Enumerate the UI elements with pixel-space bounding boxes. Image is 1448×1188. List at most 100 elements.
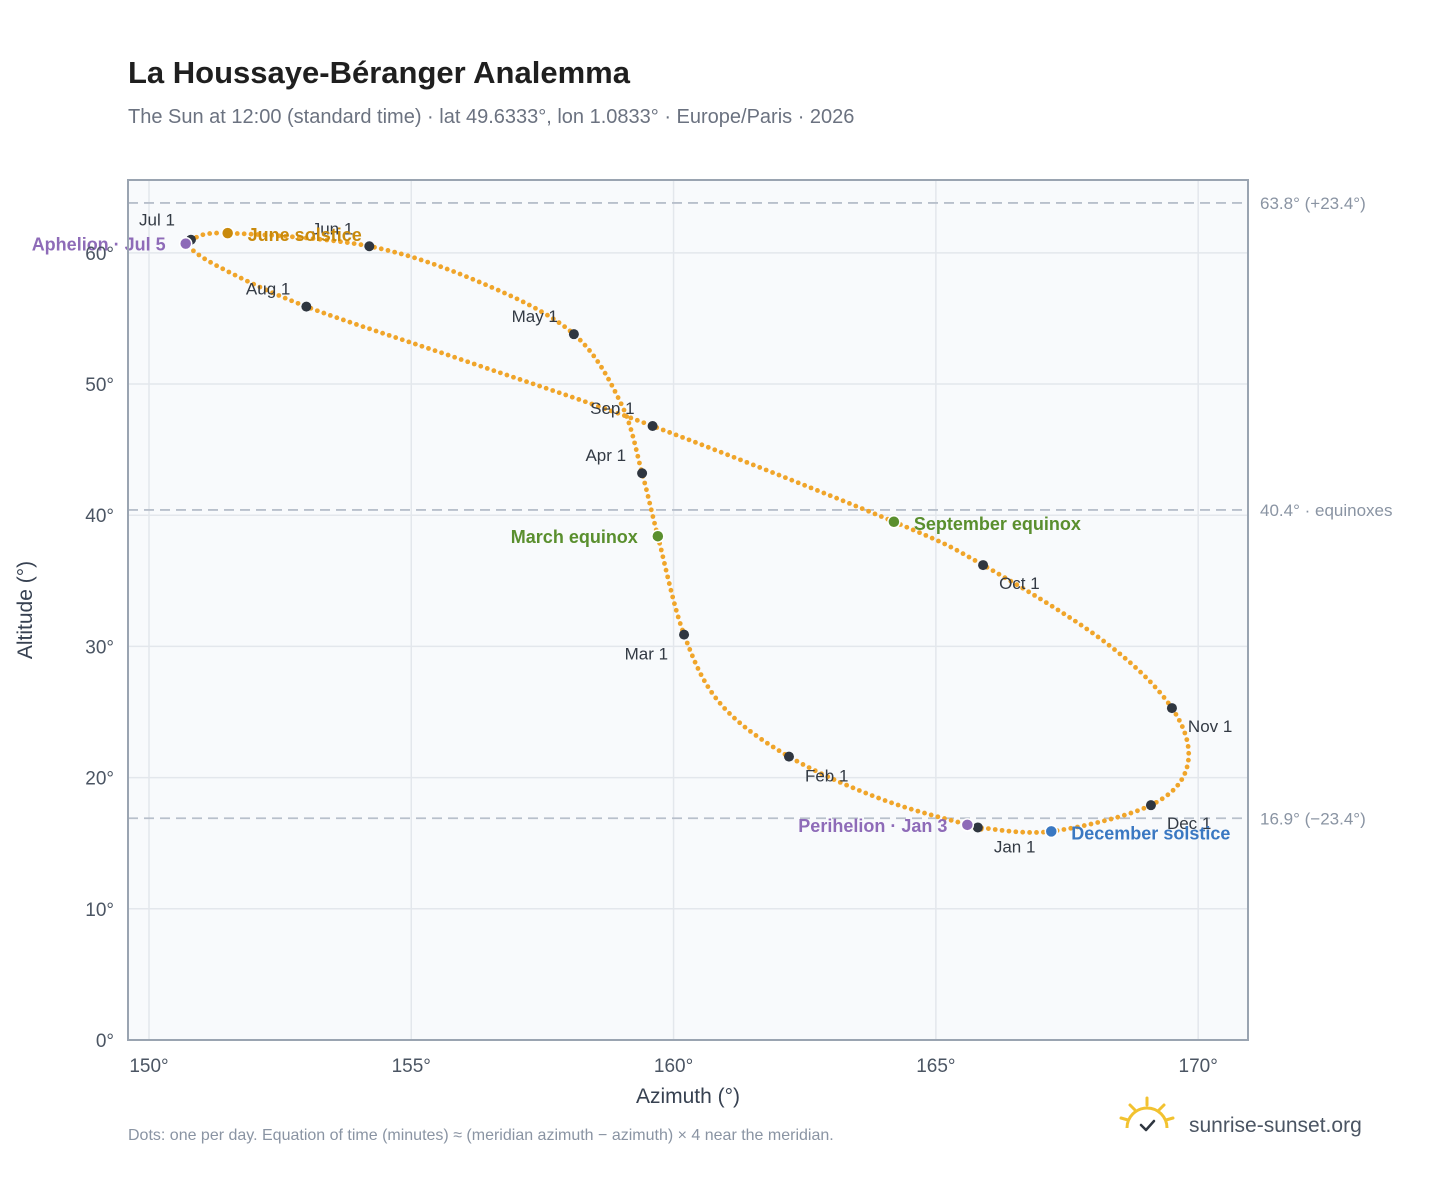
daily-sun-dot — [476, 279, 482, 285]
month-marker — [783, 751, 794, 762]
daily-sun-dot — [517, 377, 523, 382]
daily-sun-dot — [1159, 796, 1165, 802]
chart-subtitle: The Sun at 12:00 (standard time) · lat 4… — [128, 106, 854, 128]
daily-sun-dot — [537, 383, 543, 389]
month-marker — [568, 329, 579, 340]
daily-sun-dot — [692, 659, 698, 665]
daily-sun-dot — [495, 287, 501, 293]
daily-sun-dot — [533, 305, 538, 311]
daily-sun-dot — [770, 470, 775, 475]
daily-sun-dot — [257, 284, 263, 290]
daily-sun-dot — [633, 447, 639, 452]
month-label: Apr 1 — [585, 446, 626, 465]
daily-sun-dot — [589, 401, 595, 407]
daily-sun-dot — [1117, 651, 1123, 657]
daily-sun-dot — [699, 442, 705, 448]
daily-sun-dot — [1141, 805, 1147, 811]
daily-sun-dot — [556, 320, 562, 326]
daily-sun-dot — [876, 795, 881, 801]
month-label: Aug 1 — [246, 280, 290, 299]
daily-sun-dot — [621, 407, 627, 413]
daily-sun-dot — [1170, 787, 1176, 793]
daily-sun-dot — [1112, 647, 1117, 652]
daily-sun-dot — [556, 390, 562, 396]
daily-sun-dot — [419, 343, 425, 349]
daily-sun-dot — [595, 359, 601, 364]
daily-sun-dot — [317, 236, 323, 242]
daily-sun-dot — [208, 259, 213, 265]
y-tick-label: 10° — [85, 900, 114, 921]
daily-sun-dot — [438, 264, 444, 270]
daily-sun-dot — [207, 231, 213, 236]
month-marker — [647, 420, 658, 431]
reference-line-label: 63.8° (+23.4°) — [1260, 194, 1366, 213]
daily-sun-dot — [609, 382, 615, 388]
daily-sun-dot — [358, 242, 364, 248]
daily-sun-dot — [628, 415, 634, 421]
daily-sun-dot — [742, 724, 748, 730]
daily-sun-dot — [904, 524, 910, 530]
daily-sun-dot — [412, 341, 418, 347]
daily-sun-dot — [1002, 575, 1008, 581]
daily-sun-dot — [990, 568, 996, 574]
daily-sun-dot — [270, 290, 275, 296]
daily-sun-dot — [282, 295, 288, 301]
daily-sun-dot — [856, 788, 862, 793]
daily-sun-dot — [327, 313, 333, 318]
daily-sun-dot — [344, 240, 350, 245]
daily-sun-dot — [727, 711, 732, 716]
daily-sun-dot — [850, 785, 856, 791]
daily-sun-dot — [960, 551, 966, 557]
daily-sun-dot — [504, 372, 510, 378]
month-marker — [637, 468, 648, 479]
daily-sun-dot — [526, 302, 532, 308]
daily-sun-dot — [621, 413, 627, 418]
daily-sun-dot — [812, 768, 818, 774]
daily-sun-dot — [677, 621, 683, 626]
y-tick-label: 30° — [85, 637, 114, 658]
daily-sun-dot — [1067, 615, 1072, 620]
daily-sun-dot — [705, 444, 711, 450]
daily-sun-dot — [1038, 596, 1043, 602]
daily-sun-dot — [451, 269, 457, 274]
daily-sun-dot — [1061, 827, 1067, 832]
daily-sun-dot — [314, 308, 320, 314]
daily-sun-dot — [418, 257, 424, 263]
daily-sun-dot — [872, 511, 878, 517]
daily-sun-dot — [808, 485, 814, 491]
event-marker — [960, 818, 975, 832]
daily-sun-dot — [483, 282, 488, 288]
daily-sun-dot — [1185, 743, 1191, 749]
daily-sun-dot — [626, 420, 632, 426]
daily-sun-dot — [942, 541, 948, 547]
daily-sun-dot — [889, 800, 894, 806]
daily-sun-dot — [331, 238, 337, 244]
daily-sun-dot — [386, 332, 392, 338]
daily-sun-dot — [750, 462, 756, 468]
event-label: Perihelion · Jan 3 — [798, 816, 947, 836]
daily-sun-dot — [942, 816, 947, 821]
daily-sun-dot — [1176, 717, 1182, 723]
y-tick-label: 50° — [85, 375, 114, 396]
daily-sun-dot — [367, 326, 372, 332]
daily-sun-dot — [276, 233, 282, 239]
daily-sun-dot — [489, 285, 495, 290]
daily-sun-dot — [866, 508, 871, 514]
daily-sun-dot — [645, 493, 651, 499]
daily-sun-dot — [1008, 578, 1014, 584]
y-tick-label: 20° — [85, 769, 114, 790]
daily-sun-dot — [642, 480, 648, 486]
daily-sun-dot — [665, 574, 671, 580]
daily-sun-dot — [530, 381, 536, 387]
month-marker — [679, 629, 690, 640]
y-tick-label: 40° — [85, 506, 114, 527]
event-markers: March equinox June solstice September equi… — [32, 225, 1231, 843]
daily-sun-dot — [1078, 622, 1084, 628]
daily-sun-dot — [615, 395, 621, 400]
daily-sun-dot — [759, 737, 765, 742]
daily-sun-dot — [910, 527, 916, 533]
daily-sun-dot — [612, 388, 618, 394]
daily-sun-dot — [608, 408, 614, 414]
daily-sun-dot — [444, 266, 450, 272]
daily-sun-dot — [399, 337, 405, 343]
